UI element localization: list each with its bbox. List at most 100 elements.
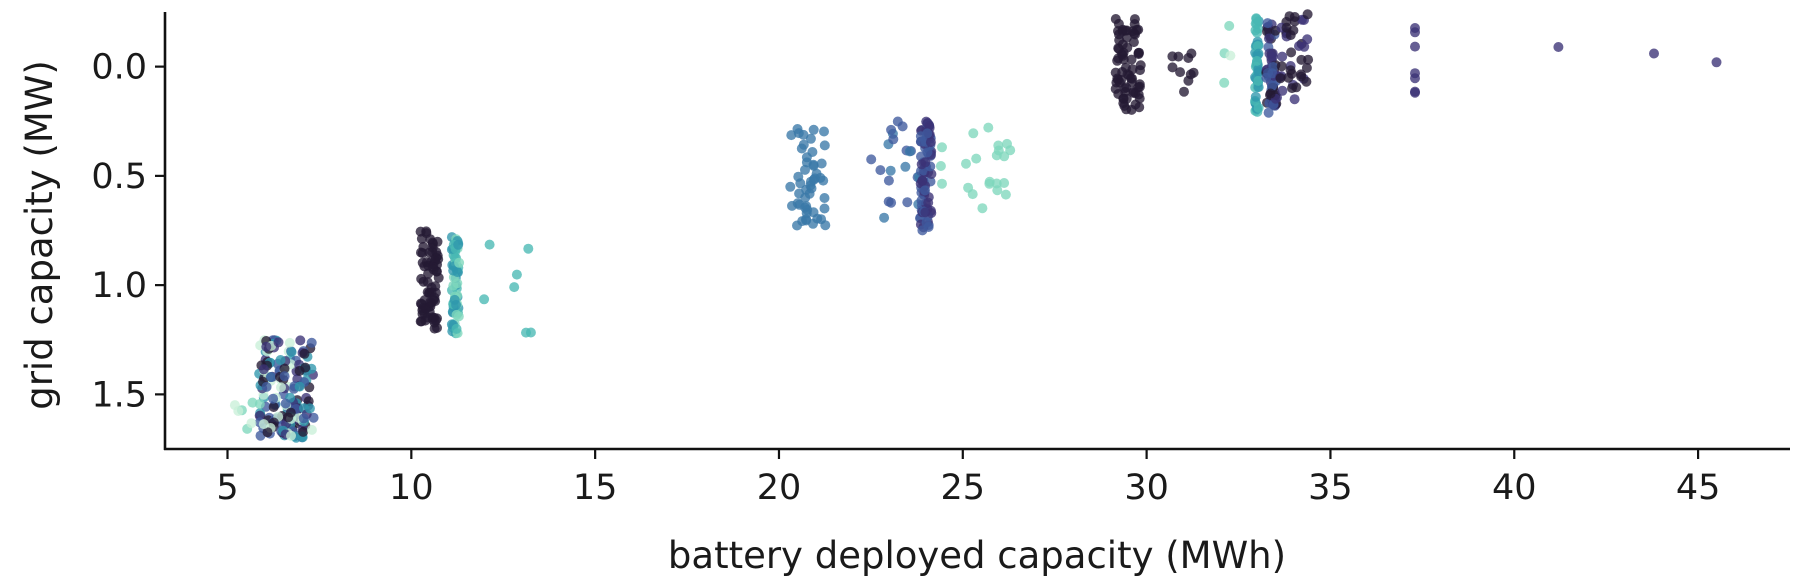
scatter-point <box>1251 13 1262 24</box>
scatter-point <box>294 381 305 392</box>
scatter-point <box>808 124 819 135</box>
scatter-point <box>268 402 279 412</box>
scatter-point <box>922 128 933 139</box>
scatter-point <box>1114 77 1125 88</box>
x-tick-label: 15 <box>573 468 618 508</box>
scatter-point <box>1262 18 1273 29</box>
scatter-point <box>1127 73 1138 84</box>
scatter-point <box>1126 54 1137 65</box>
scatter-point <box>266 372 276 382</box>
x-axis-ticks: 5 10 15 20 25 30 35 40 45 <box>216 449 1720 508</box>
scatter-point <box>1183 53 1194 63</box>
scatter-point <box>429 292 440 303</box>
scatter-point <box>1264 48 1275 59</box>
scatter-point <box>1179 86 1189 97</box>
scatter-point <box>1167 62 1178 73</box>
scatter-point <box>925 137 936 148</box>
scatter-point <box>1267 81 1278 91</box>
scatter-point <box>1553 42 1564 52</box>
scatter-point <box>1113 89 1124 99</box>
scatter-point <box>452 267 463 277</box>
scatter-point <box>935 161 946 171</box>
x-tick-label: 10 <box>389 468 434 508</box>
scatter-point <box>1224 20 1235 31</box>
x-tick-label: 30 <box>1124 468 1169 508</box>
scatter-point <box>1121 25 1132 36</box>
scatter-point <box>1219 77 1230 88</box>
scatter-point <box>246 418 257 429</box>
scatter-point <box>808 160 819 171</box>
x-tick-label: 35 <box>1308 468 1353 508</box>
scatter-point <box>1263 107 1274 118</box>
scatter-point <box>1114 35 1125 46</box>
scatter-point <box>888 134 899 145</box>
scatter-point <box>1129 19 1140 30</box>
points-layer <box>229 9 1722 443</box>
scatter-point <box>1410 73 1420 84</box>
scatter-point <box>920 185 930 196</box>
scatter-point <box>233 406 244 416</box>
scatter-point <box>926 169 937 179</box>
scatter-point <box>247 397 258 408</box>
scatter-point <box>902 197 913 208</box>
scatter-point <box>819 193 830 203</box>
scatter-point <box>261 381 272 392</box>
scatter-point <box>793 128 804 139</box>
scatter-point <box>971 153 982 164</box>
scatter-point <box>1122 42 1133 53</box>
scatter-point <box>415 226 426 237</box>
scatter-point <box>432 236 443 247</box>
scatter-point <box>1253 48 1264 59</box>
scatter-point <box>1286 47 1297 58</box>
scatter-point <box>991 150 1002 161</box>
scatter-point <box>276 382 286 393</box>
scatter-point <box>1133 49 1144 60</box>
y-tick-label: 0.0 <box>91 48 147 88</box>
x-tick-label: 20 <box>757 468 802 508</box>
scatter-point <box>1285 65 1296 76</box>
scatter-point <box>984 176 995 187</box>
scatter-point <box>999 178 1010 188</box>
scatter-point <box>306 337 317 348</box>
x-tick-label: 40 <box>1492 468 1537 508</box>
scatter-point <box>967 189 978 200</box>
scatter-point <box>304 403 315 414</box>
scatter-point <box>866 154 877 165</box>
scatter-point <box>283 412 294 423</box>
scatter-point <box>1291 82 1302 93</box>
scatter-point <box>1301 62 1312 73</box>
scatter-point <box>961 158 971 169</box>
scatter-point <box>1277 85 1288 96</box>
scatter-point <box>922 147 933 158</box>
scatter-point <box>900 161 911 172</box>
scatter-point <box>511 269 522 280</box>
scatter-point <box>1253 67 1264 78</box>
scatter-point <box>1253 75 1264 86</box>
scatter-point <box>295 335 306 346</box>
scatter-point <box>786 130 797 141</box>
scatter-point <box>286 347 297 357</box>
scatter-point <box>1410 86 1420 97</box>
x-tick-label: 5 <box>216 468 238 508</box>
scatter-point <box>1134 81 1145 92</box>
scatter-point <box>279 363 290 374</box>
scatter-point <box>794 188 805 199</box>
x-tick-label: 45 <box>1676 468 1721 508</box>
scatter-point <box>805 133 816 144</box>
scatter-point <box>819 140 830 151</box>
scatter-point <box>977 203 988 214</box>
scatter-point <box>1296 71 1307 82</box>
scatter-point <box>805 176 816 187</box>
scatter-point <box>1000 189 1011 200</box>
scatter-point <box>428 264 439 275</box>
scatter-point <box>451 309 462 320</box>
scatter-point <box>798 139 809 150</box>
scatter-point <box>800 164 810 175</box>
scatter-point <box>819 126 829 137</box>
scatter-point <box>433 272 444 283</box>
scatter-point <box>509 282 520 293</box>
scatter-point <box>999 151 1010 162</box>
scatter-point <box>801 215 812 226</box>
scatter-point <box>275 355 286 365</box>
